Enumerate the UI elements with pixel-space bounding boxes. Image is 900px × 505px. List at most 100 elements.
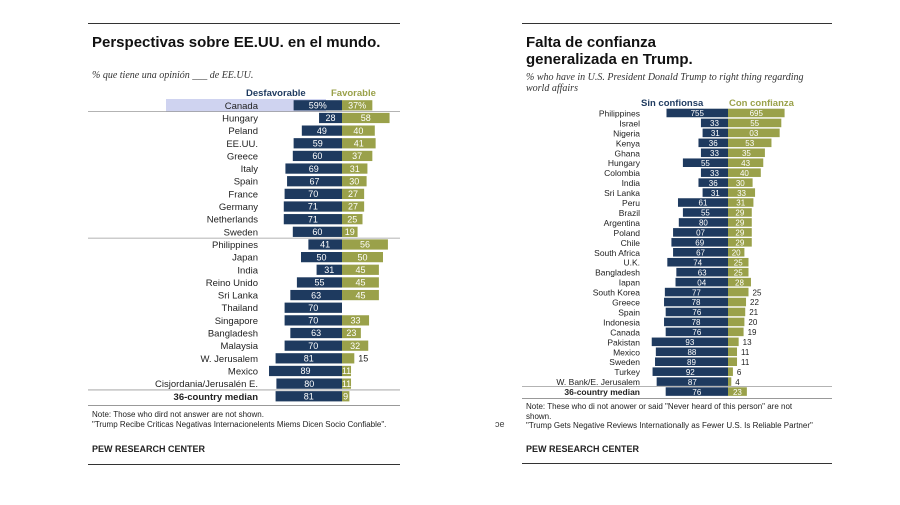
bar-unfavorable xyxy=(319,112,342,124)
bar-label-unfavorable: 31 xyxy=(711,189,720,198)
bar-favorable xyxy=(728,238,752,247)
bar-label-favorable: 31 xyxy=(350,164,360,174)
bar-label-unfavorable: 76 xyxy=(692,328,701,337)
bar-favorable xyxy=(728,367,733,376)
bar-favorable xyxy=(342,176,367,187)
bar-label-unfavorable: 88 xyxy=(687,348,696,357)
category-label: Sri Lanka xyxy=(604,188,640,198)
bar-favorable xyxy=(728,357,738,366)
bar-label-favorable: 20 xyxy=(748,318,757,327)
category-label: Philippines xyxy=(212,240,258,251)
bar-label-unfavorable: 81 xyxy=(304,354,314,364)
bar-unfavorable xyxy=(673,248,728,257)
bar-favorable xyxy=(342,163,368,174)
bar-label-unfavorable: 55 xyxy=(701,159,710,168)
category-label: 36-country median xyxy=(174,392,259,403)
bar-label-favorable: 28 xyxy=(735,278,744,287)
bar-unfavorable xyxy=(269,365,342,377)
bar-label-favorable: 27 xyxy=(348,189,358,199)
category-label: Canada xyxy=(225,101,259,112)
bar-favorable xyxy=(728,387,747,396)
bar-unfavorable xyxy=(673,228,728,237)
bar-favorable xyxy=(728,377,732,386)
category-label: South Korea xyxy=(593,288,641,298)
left-source: PEW RESEARCH CENTER xyxy=(92,444,206,454)
bar-label-unfavorable: 04 xyxy=(697,278,706,287)
bar-label-unfavorable: 89 xyxy=(687,358,696,367)
bar-unfavorable xyxy=(665,307,728,317)
bar-unfavorable xyxy=(664,297,728,307)
bar-unfavorable xyxy=(665,387,728,396)
bar-label-favorable: 50 xyxy=(357,252,367,262)
bar-unfavorable xyxy=(666,108,728,118)
category-label: Pakistan xyxy=(607,337,640,347)
bar-favorable xyxy=(342,226,358,237)
bar-favorable xyxy=(728,228,752,237)
bar-label-unfavorable: 33 xyxy=(710,119,719,128)
category-label: Brazil xyxy=(619,208,640,218)
right-source: PEW RESEARCH CENTER xyxy=(526,444,640,454)
category-label: Peland xyxy=(228,126,258,137)
bar-unfavorable xyxy=(316,264,342,275)
bar-label-favorable: 25 xyxy=(753,288,762,297)
bar-unfavorable xyxy=(301,125,342,136)
bar-label-unfavorable: 67 xyxy=(310,176,320,186)
bar-favorable xyxy=(342,138,376,149)
bar-favorable xyxy=(728,347,738,357)
bar-label-unfavorable: 93 xyxy=(685,338,694,347)
category-label: Indonesia xyxy=(603,317,640,327)
bar-unfavorable xyxy=(284,340,342,351)
bar-label-unfavorable: 61 xyxy=(699,199,708,208)
bar-label-unfavorable: 59 xyxy=(313,138,323,148)
bar-label-favorable: 29 xyxy=(735,219,744,228)
bar-label-unfavorable: 87 xyxy=(688,378,697,387)
bar-label-favorable: 40 xyxy=(353,126,363,136)
bar-label-favorable: 19 xyxy=(748,328,757,337)
bar-favorable xyxy=(728,128,780,138)
bar-label-unfavorable: 70 xyxy=(308,341,318,351)
bar-unfavorable xyxy=(698,138,728,148)
bar-unfavorable xyxy=(275,391,342,402)
category-label: India xyxy=(237,265,258,276)
bar-favorable xyxy=(342,340,369,351)
category-label: Poland xyxy=(614,228,641,238)
category-label: Netherlands xyxy=(207,215,258,226)
bar-label-favorable: 25 xyxy=(734,258,743,267)
bar-unfavorable xyxy=(287,176,342,187)
bar-favorable xyxy=(728,277,751,287)
right-chart-title: Falta de confianza generalizada en Trump… xyxy=(526,34,693,68)
bar-unfavorable xyxy=(698,178,728,187)
bar-label-favorable: 29 xyxy=(735,239,744,248)
bar-label-unfavorable: 76 xyxy=(692,308,701,317)
bar-label-unfavorable: 70 xyxy=(308,189,318,199)
bar-unfavorable xyxy=(293,138,342,149)
bar-unfavorable xyxy=(292,150,342,162)
category-label: Mexico xyxy=(228,366,258,377)
bar-label-favorable: 43 xyxy=(741,159,750,168)
category-label: Italy xyxy=(241,164,259,175)
row-highlight xyxy=(166,99,326,112)
bar-unfavorable xyxy=(296,277,342,288)
category-label: EE.UU. xyxy=(226,139,258,150)
category-label: India xyxy=(622,178,641,188)
category-label: Hungary xyxy=(608,158,641,168)
category-label: Japan xyxy=(232,253,258,264)
bar-favorable xyxy=(728,118,782,128)
bar-favorable xyxy=(342,391,350,402)
category-label: Greece xyxy=(227,151,258,162)
bar-favorable xyxy=(728,248,745,257)
bar-favorable xyxy=(342,150,373,162)
bar-unfavorable xyxy=(655,357,728,366)
bar-favorable xyxy=(342,112,390,124)
bar-unfavorable xyxy=(284,315,342,326)
bar-label-unfavorable: 89 xyxy=(301,366,311,376)
category-label: Sweden xyxy=(609,357,640,367)
category-label: Iapan xyxy=(619,278,641,288)
bar-favorable xyxy=(342,100,373,111)
bar-unfavorable xyxy=(667,257,728,267)
bar-label-unfavorable: 77 xyxy=(692,288,701,297)
bar-label-unfavorable: 78 xyxy=(692,298,701,307)
bar-unfavorable xyxy=(664,317,728,327)
bar-favorable xyxy=(342,315,370,326)
bar-favorable xyxy=(342,252,383,263)
